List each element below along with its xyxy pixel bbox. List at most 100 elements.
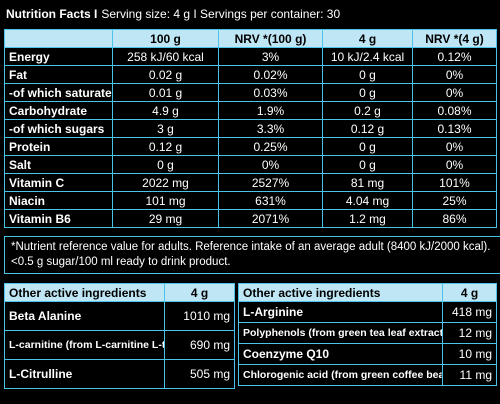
value-cell: 0.08% bbox=[412, 101, 497, 120]
nutrient-row: Vitamin B6 29 mg 2071% 1.2 mg 86% bbox=[4, 209, 497, 228]
ingredient-amount: 1010 mg bbox=[164, 301, 235, 331]
value-cell: 0.01 g bbox=[112, 83, 219, 102]
value-cell: 2022 mg bbox=[112, 173, 219, 192]
ingredient-name: L-carnitine (from L-carnitine L-tartrate… bbox=[4, 330, 165, 360]
nutrition-table: 100 g NRV *(100 g) 4 g NRV *(4 g) Energy 258 … bbox=[4, 29, 497, 228]
value-cell: 0 g bbox=[112, 155, 219, 174]
value-cell: 0.12% bbox=[412, 47, 497, 66]
nutrient-row: Protein 0.12 g 0.25% 0 g 0% bbox=[4, 137, 497, 156]
ingredient-amount: 418 mg bbox=[442, 301, 497, 323]
nutrient-row: Fat 0.02 g 0.02% 0 g 0% bbox=[4, 65, 497, 84]
header-row: 100 g NRV *(100 g) 4 g NRV *(4 g) bbox=[4, 29, 497, 48]
ingredient-row: Polyphenols (from green tea leaf extract… bbox=[238, 322, 497, 344]
nutrient-label: Vitamin B6 bbox=[4, 209, 113, 228]
value-cell: 0 g bbox=[322, 65, 413, 84]
ingredient-name: L-Citrulline bbox=[4, 359, 165, 389]
ingredient-amount: 505 mg bbox=[164, 359, 235, 389]
ingredient-row: Chlorogenic acid (from green coffee bean… bbox=[238, 364, 497, 386]
header-cell: NRV *(4 g) bbox=[412, 29, 497, 48]
header-cell: NRV *(100 g) bbox=[218, 29, 323, 48]
value-cell: 25% bbox=[412, 191, 497, 210]
value-cell: 258 kJ/60 kcal bbox=[112, 47, 219, 66]
ingredient-name: Beta Alanine bbox=[4, 301, 165, 331]
footnote-line: *Nutrient reference value for adults. Re… bbox=[11, 241, 491, 253]
ingredient-name: Chlorogenic acid (from green coffee bean… bbox=[238, 364, 443, 386]
header-title: Nutrition Facts I bbox=[6, 7, 98, 21]
value-cell: 10 kJ/2.4 kcal bbox=[322, 47, 413, 66]
footnote: *Nutrient reference value for adults. Re… bbox=[4, 236, 500, 274]
value-cell: 101% bbox=[412, 173, 497, 192]
nutrient-row: -of which sugars 3 g 3.3% 0.12 g 0.13% bbox=[4, 119, 497, 138]
header-cell: 4 g bbox=[164, 283, 235, 302]
ingredient-amount: 12 mg bbox=[442, 322, 497, 344]
nutrient-label: Carbohydrate bbox=[4, 101, 113, 120]
ingredient-row: L-Citrulline 505 mg bbox=[4, 359, 235, 389]
value-cell: 3.3% bbox=[218, 119, 323, 138]
nutrient-label: Energy bbox=[4, 47, 113, 66]
footnote-line: <0.5 g sugar/100 ml ready to drink produ… bbox=[11, 256, 231, 268]
nutrient-label: Fat bbox=[4, 65, 113, 84]
value-cell: 0% bbox=[412, 83, 497, 102]
header-cell: 4 g bbox=[442, 283, 497, 302]
value-cell: 0.13% bbox=[412, 119, 497, 138]
value-cell: 631% bbox=[218, 191, 323, 210]
nutrient-label: Vitamin C bbox=[4, 173, 113, 192]
nutrient-row: Vitamin C 2022 mg 2527% 81 mg 101% bbox=[4, 173, 497, 192]
ingredient-row: L-carnitine (from L-carnitine L-tartrate… bbox=[4, 330, 235, 360]
header-cell: 100 g bbox=[112, 29, 219, 48]
value-cell: 0.25% bbox=[218, 137, 323, 156]
nutrient-label: Salt bbox=[4, 155, 113, 174]
value-cell: 0.03% bbox=[218, 83, 323, 102]
header-cell: Other active ingredients bbox=[238, 283, 443, 302]
nutrient-row: Salt 0 g 0% 0 g 0% bbox=[4, 155, 497, 174]
value-cell: 0% bbox=[218, 155, 323, 174]
header: Nutrition Facts I Serving size: 4 g I Ser… bbox=[6, 7, 340, 21]
value-cell: 29 mg bbox=[112, 209, 219, 228]
ingredient-name: Polyphenols (from green tea leaf extract… bbox=[238, 322, 443, 344]
active-table: Other active ingredients 4 g Beta Alanine 1… bbox=[4, 283, 235, 389]
value-cell: 0.02 g bbox=[112, 65, 219, 84]
value-cell: 1.9% bbox=[218, 101, 323, 120]
value-cell: 2071% bbox=[218, 209, 323, 228]
nutrient-label: -of which sugars bbox=[4, 119, 113, 138]
nutrient-row: -of which saturates 0.01 g 0.03% 0 g 0% bbox=[4, 83, 497, 102]
ingredient-amount: 690 mg bbox=[164, 330, 235, 360]
header-cell: 4 g bbox=[322, 29, 413, 48]
value-cell: 0% bbox=[412, 155, 497, 174]
value-cell: 0 g bbox=[322, 137, 413, 156]
value-cell: 0.2 g bbox=[322, 101, 413, 120]
nutrient-row: Carbohydrate 4.9 g 1.9% 0.2 g 0.08% bbox=[4, 101, 497, 120]
ingredient-row: Coenzyme Q10 10 mg bbox=[238, 343, 497, 365]
header-serving: Serving size: 4 g I Servings per contain… bbox=[101, 7, 341, 21]
value-cell: 3 g bbox=[112, 119, 219, 138]
header-row: Other active ingredients 4 g bbox=[238, 283, 497, 302]
value-cell: 3% bbox=[218, 47, 323, 66]
value-cell: 81 mg bbox=[322, 173, 413, 192]
nutrient-row: Energy 258 kJ/60 kcal 3% 10 kJ/2.4 kcal 0.12… bbox=[4, 47, 497, 66]
nutrient-label: -of which saturates bbox=[4, 83, 113, 102]
value-cell: 0% bbox=[412, 137, 497, 156]
ingredient-row: L-Arginine 418 mg bbox=[238, 301, 497, 323]
header-cell: Other active ingredients bbox=[4, 283, 165, 302]
value-cell: 0% bbox=[412, 65, 497, 84]
value-cell: 4.9 g bbox=[112, 101, 219, 120]
nutrient-label: Protein bbox=[4, 137, 113, 156]
value-cell: 101 mg bbox=[112, 191, 219, 210]
value-cell: 1.2 mg bbox=[322, 209, 413, 228]
ingredient-amount: 11 mg bbox=[442, 364, 497, 386]
active-table: Other active ingredients 4 g L-Arginine 418… bbox=[238, 283, 497, 386]
value-cell: 86% bbox=[412, 209, 497, 228]
header-row: Other active ingredients 4 g bbox=[4, 283, 235, 302]
ingredient-name: L-Arginine bbox=[238, 301, 443, 323]
value-cell: 0 g bbox=[322, 83, 413, 102]
value-cell: 0 g bbox=[322, 155, 413, 174]
ingredient-name: Coenzyme Q10 bbox=[238, 343, 443, 365]
ingredient-row: Beta Alanine 1010 mg bbox=[4, 301, 235, 331]
value-cell: 0.12 g bbox=[112, 137, 219, 156]
value-cell: 0.02% bbox=[218, 65, 323, 84]
header-cell bbox=[4, 29, 113, 48]
nutrient-label: Niacin bbox=[4, 191, 113, 210]
ingredient-amount: 10 mg bbox=[442, 343, 497, 365]
value-cell: 0.12 g bbox=[322, 119, 413, 138]
